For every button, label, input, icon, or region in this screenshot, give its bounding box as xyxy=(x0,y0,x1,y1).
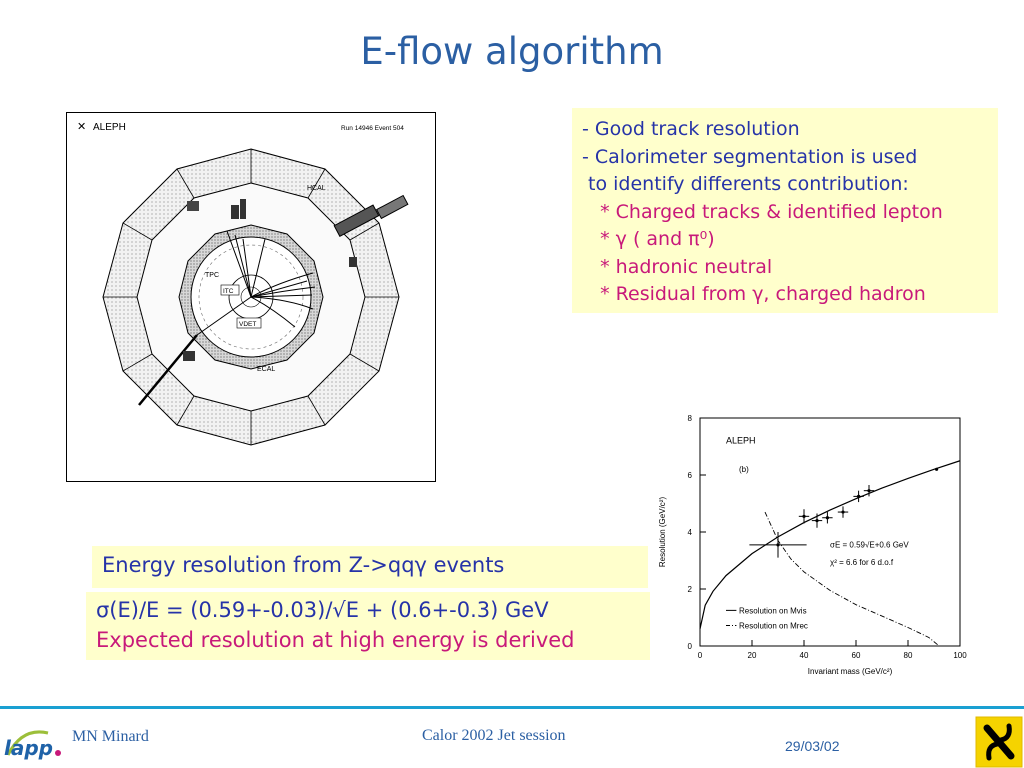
itc-label: ITC xyxy=(223,288,234,295)
data-point xyxy=(935,467,939,471)
x-tick-label: 20 xyxy=(748,651,757,660)
bullet-subitem: * hadronic neutral xyxy=(582,255,773,278)
fit-text: χ² = 6.6 for 6 d.o.f xyxy=(830,558,894,567)
bullet-box: - Good track resolution - Calorimeter se… xyxy=(572,108,998,313)
data-point xyxy=(776,543,780,547)
svg-text:lapp: lapp xyxy=(4,736,53,760)
bullet-line: - Good track resolution xyxy=(582,118,800,140)
fit-curve-mrec xyxy=(764,511,940,647)
data-point xyxy=(802,514,806,518)
aleph-logo-icon xyxy=(975,716,1023,768)
data-point xyxy=(825,516,829,520)
energy-resolution-box: Energy resolution from Z->qqγ events xyxy=(92,546,648,588)
data-point xyxy=(815,519,819,523)
x-tick-label: 0 xyxy=(698,651,703,660)
y-tick-label: 2 xyxy=(688,585,693,594)
hcal-label: HCAL xyxy=(307,185,326,192)
lapp-logo: lapp xyxy=(4,730,61,760)
panel-label: (b) xyxy=(739,465,749,474)
bullet-subitem: * Residual from γ, charged hadron xyxy=(582,283,926,305)
x-tick-label: 100 xyxy=(953,651,967,660)
data-point xyxy=(857,494,861,498)
x-tick-label: 60 xyxy=(852,651,861,660)
aleph-logo-mark: ✕ xyxy=(77,121,86,133)
resolution-plot-svg: 0 20 40 60 80 100 0 2 4 6 8 Invariant mass (GeV/c²)… xyxy=(658,414,967,676)
footer-date: 29/03/02 xyxy=(785,738,840,754)
resolution-note: Expected resolution at high energy is de… xyxy=(96,628,575,652)
x-axis-label: Invariant mass (GeV/c²) xyxy=(808,667,893,676)
formula-box: σ(E)/E = (0.59+-0.03)/√E + (0.6+-0.3) Ge… xyxy=(86,592,650,660)
aleph-event-display: ✕ ALEPH Run 14946 Event 504 HCAL TPC ITC… xyxy=(66,112,436,482)
x-tick-label: 40 xyxy=(800,651,809,660)
data-point xyxy=(867,489,871,493)
fit-text: σE = 0.59√E+0.6 GeV xyxy=(830,541,909,550)
slide-title: E-flow algorithm xyxy=(360,30,664,73)
x-tick-label: 80 xyxy=(904,651,913,660)
resolution-plot: 0 20 40 60 80 100 0 2 4 6 8 Invariant mass (GeV/c²)… xyxy=(655,408,975,683)
y-tick-label: 4 xyxy=(688,528,693,537)
chart-title: ALEPH xyxy=(726,436,756,446)
y-axis-label: Resolution (GeV/c²) xyxy=(658,497,667,568)
tpc-label: TPC xyxy=(205,272,219,279)
y-tick-label: 0 xyxy=(688,642,693,651)
footer-divider xyxy=(0,706,1024,709)
data-point xyxy=(841,510,845,514)
vdet-label: VDET xyxy=(239,321,256,328)
bullet-line: to identify differents contribution: xyxy=(582,173,909,195)
detector-drawing: ✕ ALEPH Run 14946 Event 504 HCAL TPC ITC… xyxy=(77,121,409,446)
legend-label: Resolution on Mrec xyxy=(739,621,808,630)
bullet-subitem: * γ ( and π⁰) xyxy=(582,228,715,250)
bullet-line: - Calorimeter segmentation is used xyxy=(582,145,918,168)
particle-tracks xyxy=(196,230,316,336)
y-tick-label: 6 xyxy=(688,471,693,480)
ecal-label: ECAL xyxy=(257,366,275,373)
detector-experiment-label: ALEPH xyxy=(93,122,126,133)
footer-author: MN Minard xyxy=(72,728,149,745)
y-tick-label: 8 xyxy=(688,414,693,423)
resolution-formula: σ(E)/E = (0.59+-0.03)/√E + (0.6+-0.3) Ge… xyxy=(96,598,549,622)
run-event-label: Run 14946 Event 504 xyxy=(341,125,404,132)
footer-session: Calor 2002 Jet session xyxy=(422,727,566,744)
legend-label: Resolution on Mvis xyxy=(739,606,807,615)
bullet-subitem: * Charged tracks & identified lepton xyxy=(582,200,943,223)
